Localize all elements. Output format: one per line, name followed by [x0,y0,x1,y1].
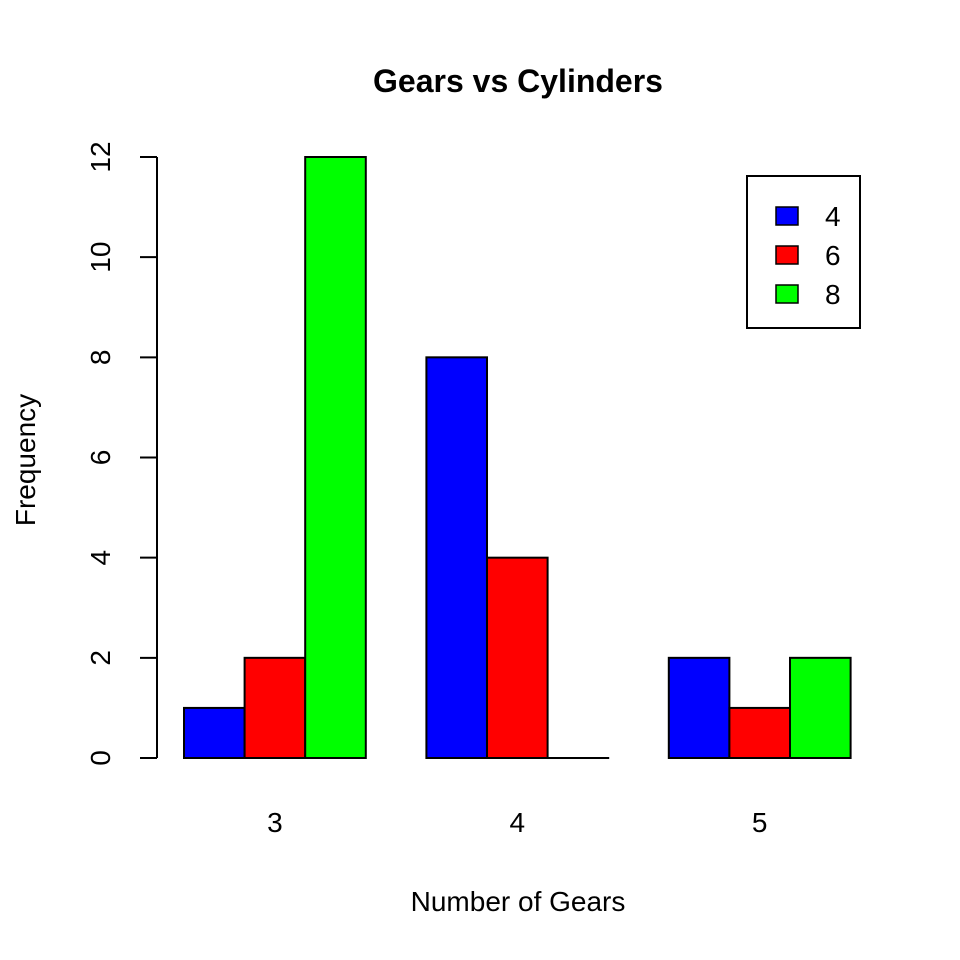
bar-gear-5-cyl-8 [789,656,852,759]
y-tick-label: 6 [85,450,116,466]
bar-gear-3-cyl-8 [304,156,367,759]
bar-gear-5-cyl-6 [728,706,792,760]
legend-swatch [775,245,799,265]
bar-gear-3-cyl-4 [183,706,246,760]
bars [183,156,852,760]
y-tick-label: 8 [85,350,116,366]
y-tick-label: 4 [85,550,116,566]
bar-gear-3-cyl-6 [243,656,307,759]
x-axis-tick-labels: 3 4 5 [267,807,767,838]
legend-swatch [775,284,799,304]
legend-label: 4 [825,201,841,232]
legend-box [746,175,861,329]
y-axis-label: Frequency [10,394,41,526]
legend-label: 6 [825,240,841,271]
bar-gear-4-cyl-4 [425,356,488,759]
x-tick-label: 5 [752,807,768,838]
legend-swatch [775,206,799,226]
bar-gear-4-cyl-6 [486,556,549,760]
legend: 4 6 8 [746,175,861,329]
x-tick-label: 3 [267,807,283,838]
y-tick-label: 2 [85,650,116,666]
y-axis: 0 2 4 6 8 10 12 [85,141,158,766]
x-axis-label: Number of Gears [411,886,626,917]
chart-title: Gears vs Cylinders [373,63,663,99]
y-tick-label: 0 [85,750,116,766]
x-tick-label: 4 [510,807,526,838]
legend-label: 8 [825,279,841,310]
y-tick-label: 10 [85,242,116,273]
y-tick-label: 12 [85,141,116,172]
bar-gear-5-cyl-4 [667,656,731,759]
